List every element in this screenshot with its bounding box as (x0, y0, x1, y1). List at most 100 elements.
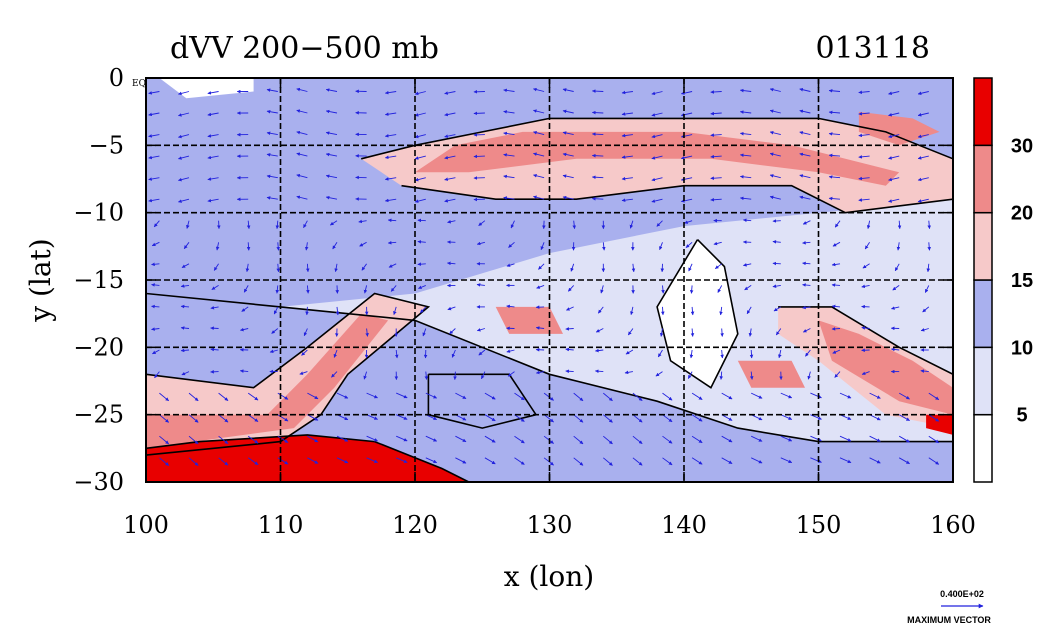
wind-vector-447 (869, 414, 881, 421)
wind-vector-439 (864, 242, 870, 250)
wind-vector-363 (739, 153, 752, 157)
x-tick-label-6: 160 (930, 511, 976, 539)
x-tick-label-1: 110 (258, 511, 304, 539)
wind-vector-228 (506, 349, 515, 353)
wind-vector-154 (393, 306, 397, 315)
wind-vector-218 (503, 131, 515, 136)
wind-vector-33 (188, 414, 199, 423)
wind-vector-416 (828, 132, 841, 136)
wind-vector-194 (455, 392, 467, 399)
wind-vector-219 (503, 153, 515, 157)
wind-vector-405 (802, 283, 811, 287)
contour-line-2 (401, 184, 953, 214)
wind-vector-94 (296, 173, 308, 179)
wind-vector-178 (425, 435, 438, 442)
wind-vector-161 (396, 457, 408, 463)
wind-vector-245 (535, 326, 545, 330)
wind-vector-309 (651, 155, 663, 160)
wind-vector-392 (780, 392, 793, 399)
wind-vector-330 (684, 220, 693, 224)
contour-line-0 (146, 292, 953, 443)
wind-vector-105 (307, 414, 319, 421)
vector-legend-label: MAXIMUM VECTOR (907, 615, 991, 625)
colorbar-box-1 (973, 346, 993, 416)
colorbar-label-4: 30 (1011, 135, 1033, 157)
wind-vector-113 (325, 195, 338, 200)
wind-vector-462 (890, 347, 900, 352)
wind-vector-199 (473, 111, 485, 116)
wind-vector-90 (296, 87, 308, 92)
wind-vector-427 (834, 371, 841, 378)
wind-vector-28 (180, 304, 190, 309)
wind-vector-307 (651, 112, 663, 117)
wind-vector-41 (207, 198, 219, 203)
chart-subtitle: 013118 (815, 31, 930, 66)
wind-vector-296 (631, 263, 636, 273)
wind-vector-148 (384, 177, 397, 181)
wind-vector-359 (721, 457, 733, 464)
wind-vector-436 (858, 176, 870, 181)
wind-vector-142 (366, 435, 378, 442)
wind-vector-36 (207, 91, 219, 95)
wind-vector-114 (329, 220, 338, 226)
wind-vector-232 (514, 435, 525, 444)
wind-vector-469 (917, 112, 929, 117)
wind-vector-328 (680, 177, 693, 182)
wind-vector-315 (661, 285, 665, 294)
wind-vector-382 (769, 174, 781, 179)
wind-vector-103 (299, 371, 308, 375)
wind-vector-410 (810, 392, 822, 399)
wind-vector-385 (772, 240, 781, 244)
wind-vector-21 (178, 155, 190, 160)
wind-vector-80 (276, 263, 281, 273)
wind-vector-118 (335, 306, 340, 316)
wind-vector-286 (603, 435, 613, 445)
wind-vector-163 (414, 112, 426, 117)
wind-vector-362 (739, 131, 752, 136)
wind-vector-107 (307, 457, 319, 464)
wind-vector-217 (503, 110, 515, 114)
wind-vector-37 (207, 112, 219, 117)
wind-vector-69 (247, 414, 259, 422)
x-tick-label-4: 140 (661, 511, 707, 539)
wind-vector-339 (691, 414, 703, 422)
wind-vector-266 (573, 392, 584, 402)
y-tick-label-2: −10 (73, 199, 124, 227)
x-axis-label: x (lon) (504, 560, 594, 593)
wind-vector-67 (239, 369, 249, 373)
wind-vector-210 (478, 349, 486, 356)
wind-vector-116 (334, 263, 338, 273)
y-tick-label-5: −25 (73, 401, 124, 429)
wind-vector-429 (839, 414, 852, 420)
wind-vector-262 (566, 306, 574, 311)
wind-vector-456 (897, 220, 902, 230)
contour-band-10 (146, 313, 389, 449)
wind-vector-338 (691, 392, 703, 400)
wind-vector-471 (917, 155, 929, 160)
wind-vector-242 (538, 263, 545, 270)
wind-vector-93 (296, 152, 308, 157)
wind-vector-23 (178, 198, 190, 203)
wind-vector-288 (621, 90, 633, 95)
wind-vector-149 (384, 198, 397, 203)
wind-vector-451 (888, 112, 900, 117)
wind-vector-364 (739, 174, 752, 179)
wind-vector-384 (772, 219, 781, 223)
wind-vector-349 (713, 241, 722, 246)
y-tick-label-1: −5 (89, 131, 124, 159)
contour-band-14 (495, 306, 563, 334)
wind-vector-321 (662, 414, 673, 423)
wind-vector-150 (387, 218, 397, 223)
x-tick-label-3: 130 (527, 511, 573, 539)
wind-vector-448 (869, 435, 881, 442)
wind-vector-270 (591, 89, 604, 93)
wind-vector-27 (180, 284, 190, 288)
wind-vector-164 (414, 134, 426, 139)
wind-vector-433 (858, 111, 870, 116)
wind-vector-308 (651, 134, 663, 139)
wind-vector-176 (425, 392, 438, 399)
wind-vector-289 (621, 112, 633, 116)
wind-vector-231 (514, 414, 525, 422)
wind-vector-167 (414, 198, 426, 203)
